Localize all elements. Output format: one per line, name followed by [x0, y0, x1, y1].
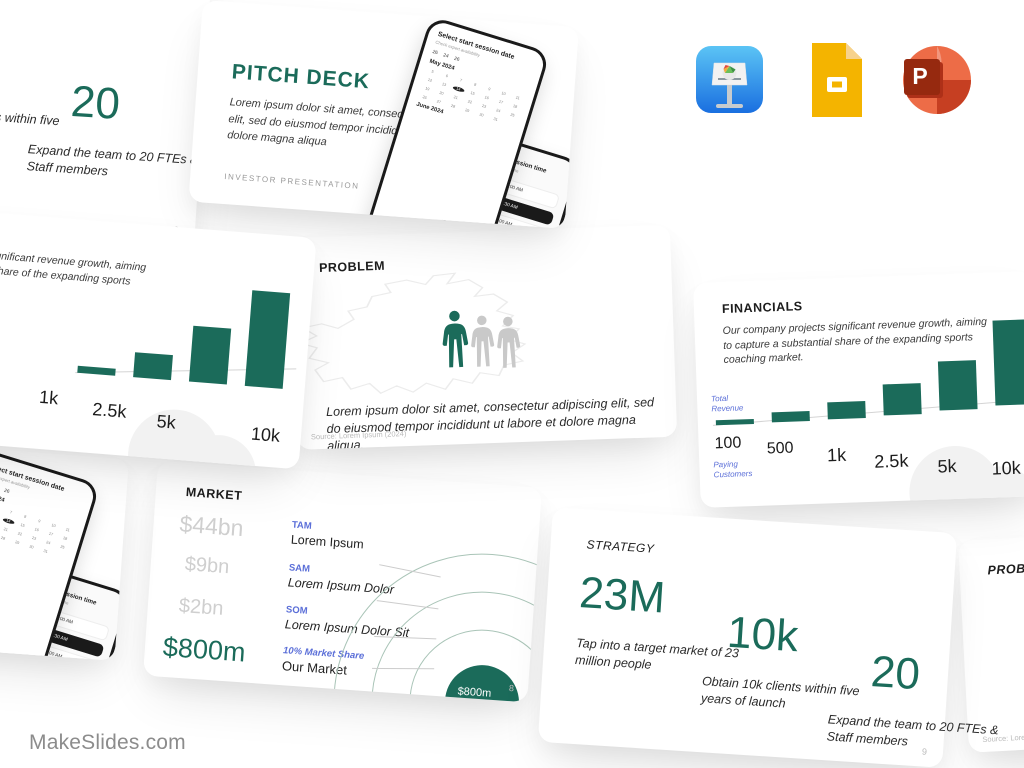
svg-text:P: P: [912, 63, 927, 89]
svg-text:$17,500,000: $17,500,000: [941, 354, 972, 361]
svg-text:$500,000: $500,000: [779, 405, 802, 412]
svg-text:$23,000,000: $23,000,000: [996, 313, 1024, 320]
svg-text:$5,750,000: $5,750,000: [888, 377, 916, 384]
svg-text:$2,300,000: $2,300,000: [832, 395, 860, 402]
